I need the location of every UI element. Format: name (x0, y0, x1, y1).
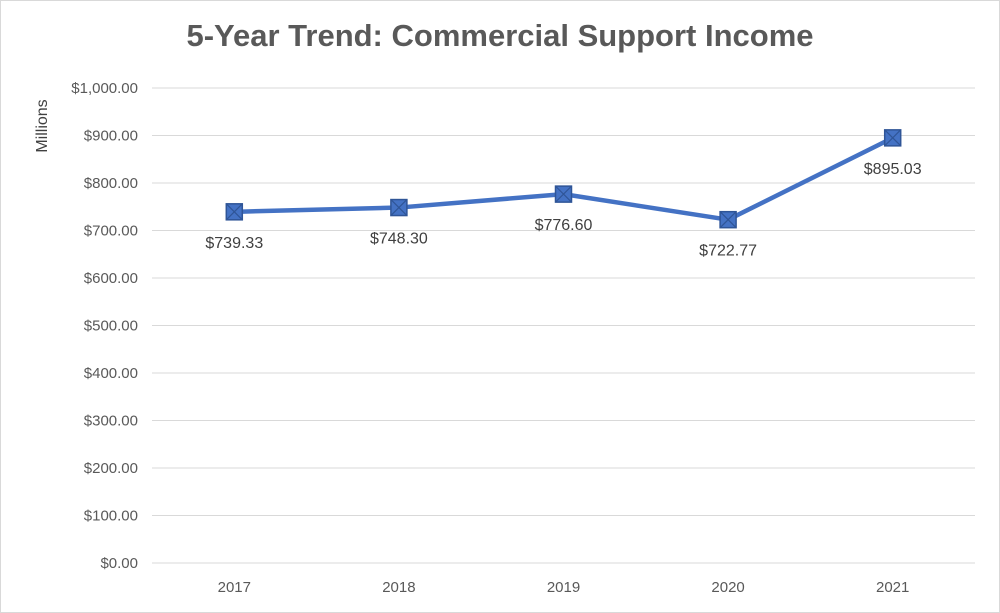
y-axis-tick-labels: $0.00 $100.00 $200.00 $300.00 $400.00 $500.00… (71, 80, 138, 572)
y-tick-label: $200.00 (84, 460, 138, 477)
x-axis-tick-labels: 2017 2018 2019 2020 2021 (218, 579, 910, 596)
data-point-marker (554, 185, 573, 203)
x-tick-label: 2018 (382, 579, 415, 596)
gridlines (152, 87, 975, 564)
y-tick-label: $100.00 (84, 508, 138, 525)
y-tick-label: $300.00 (84, 413, 138, 430)
data-point-marker (719, 210, 737, 229)
data-label: $895.03 (864, 161, 922, 178)
y-tick-label: $800.00 (84, 175, 138, 192)
y-tick-label: $700.00 (84, 223, 138, 240)
data-point-marker (390, 198, 408, 217)
y-tick-label: $0.00 (100, 555, 138, 572)
data-labels: $739.33 $748.30 $776.60 $722.77 $895.03 (205, 161, 921, 260)
chart-title: 5-Year Trend: Commercial Support Income (186, 18, 814, 53)
x-tick-label: 2017 (218, 579, 251, 596)
data-label: $776.60 (535, 217, 593, 234)
x-tick-label: 2019 (547, 579, 580, 596)
data-point-marker (883, 129, 902, 147)
y-tick-label: $400.00 (84, 365, 138, 382)
y-tick-label: $500.00 (84, 318, 138, 335)
x-tick-label: 2020 (711, 579, 744, 596)
y-axis-title: Millions (34, 99, 51, 152)
series-line (232, 135, 895, 222)
y-tick-label: $900.00 (84, 128, 138, 145)
data-label: $722.77 (699, 243, 757, 260)
data-label: $739.33 (205, 235, 263, 252)
series (225, 129, 902, 229)
x-tick-label: 2021 (876, 579, 909, 596)
y-tick-label: $600.00 (84, 270, 138, 287)
y-tick-label: $1,000.00 (71, 80, 138, 97)
data-point-marker (225, 203, 244, 221)
data-label: $748.30 (370, 231, 428, 248)
